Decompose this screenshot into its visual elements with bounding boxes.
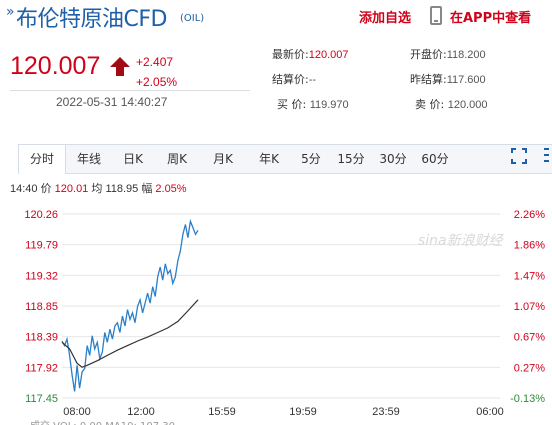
x-tick-label: 15:59 bbox=[208, 406, 236, 418]
crosshair-info: 14:40 价 120.01 均 118.95 幅 2.05% bbox=[10, 180, 187, 196]
y-right-tick-label: 1.47% bbox=[514, 270, 545, 282]
intraday-chart[interactable]: sina新浪财经 120.26119.79119.32118.85118.391… bbox=[0, 200, 552, 425]
phone-icon bbox=[430, 6, 442, 25]
x-tick-label: 06:00 bbox=[476, 406, 504, 418]
settle-price-value: -- bbox=[308, 74, 317, 86]
tab-daily-k[interactable]: 日K bbox=[123, 152, 143, 166]
y-axis-right: 2.26% 1.86% 1.47% 1.07% 0.67% 0.27% -0.13% bbox=[510, 209, 545, 405]
up-arrow-icon bbox=[110, 57, 130, 76]
add-favorite-button[interactable]: 添加自选 bbox=[359, 11, 412, 26]
info-avg-label: 均 bbox=[91, 183, 103, 195]
info-amp-label: 幅 bbox=[141, 183, 153, 195]
info-amp: 2.05% bbox=[155, 183, 187, 195]
x-tick-label: 23:59 bbox=[372, 406, 400, 418]
y-right-tick-label: 0.27% bbox=[514, 362, 545, 374]
y-tick-label: 120.26 bbox=[24, 209, 58, 221]
tab-60min[interactable]: 60分 bbox=[421, 152, 449, 166]
info-price: 120.01 bbox=[54, 183, 89, 195]
prev-settle-value: 117.600 bbox=[446, 74, 486, 86]
y-right-tick-label: 2.26% bbox=[514, 209, 545, 221]
ask-price-value: 120.000 bbox=[447, 99, 488, 111]
tab-yearly-k[interactable]: 年K bbox=[259, 152, 279, 166]
latest-price-value: 120.007 bbox=[308, 49, 349, 61]
bid-price-stat: 买 价: 119.970 bbox=[277, 96, 349, 112]
tab-intraday[interactable]: 分时 bbox=[18, 145, 66, 174]
x-tick-label: 12:00 bbox=[127, 406, 155, 418]
chart-grid bbox=[62, 213, 500, 399]
price-line bbox=[61, 218, 199, 392]
more-icon[interactable] bbox=[542, 146, 552, 164]
info-avg: 118.95 bbox=[105, 183, 139, 195]
open-in-app-link[interactable]: 在APP中查看 bbox=[450, 11, 532, 26]
y-right-tick-label: 0.67% bbox=[514, 332, 545, 344]
title-mark: » bbox=[6, 4, 15, 20]
info-time: 14:40 bbox=[10, 183, 38, 195]
tab-year-line[interactable]: 年线 bbox=[76, 152, 101, 166]
tab-15min[interactable]: 15分 bbox=[337, 152, 365, 166]
prev-settle-label: 昨结算: bbox=[410, 73, 447, 86]
ask-price-stat: 卖 价: 120.000 bbox=[415, 96, 487, 112]
y-tick-label: 119.32 bbox=[25, 270, 58, 282]
change-value: +2.407 bbox=[136, 55, 174, 69]
latest-price-label: 最新价: bbox=[272, 48, 309, 61]
open-price-label: 开盘价: bbox=[410, 48, 447, 61]
x-axis: 08:00 12:00 15:59 19:59 23:59 06:00 bbox=[63, 406, 504, 418]
y-tick-label: 118.39 bbox=[25, 332, 58, 344]
tab-30min[interactable]: 30分 bbox=[379, 152, 407, 166]
series-layer bbox=[61, 218, 199, 392]
divider bbox=[10, 90, 250, 91]
average-line bbox=[61, 299, 199, 368]
tab-5min[interactable]: 5分 bbox=[301, 152, 321, 166]
y-right-tick-label: 1.86% bbox=[514, 240, 545, 252]
y-tick-label: 119.79 bbox=[25, 240, 58, 252]
x-tick-label: 19:59 bbox=[289, 406, 317, 418]
y-right-tick-label: -0.13% bbox=[510, 393, 545, 405]
tab-monthly-k[interactable]: 月K bbox=[213, 152, 233, 166]
open-price-stat: 开盘价:118.200 bbox=[410, 46, 486, 62]
fullscreen-icon[interactable] bbox=[511, 148, 527, 164]
prev-settle-stat: 昨结算:117.600 bbox=[410, 71, 486, 87]
y-right-tick-label: 1.07% bbox=[514, 301, 545, 313]
open-price-value: 118.200 bbox=[446, 49, 486, 61]
y-tick-label: 117.45 bbox=[25, 393, 58, 405]
y-tick-label: 117.92 bbox=[25, 362, 58, 374]
sina-watermark: sina新浪财经 bbox=[418, 233, 505, 249]
y-axis-left: 120.26 119.79 119.32 118.85 118.39 117.92 117.… bbox=[24, 209, 58, 405]
price-change: +2.407 +2.05% bbox=[136, 52, 177, 92]
settle-price-label: 结算价: bbox=[272, 73, 309, 86]
info-price-label: 价 bbox=[40, 183, 52, 195]
last-price: 120.007 bbox=[10, 52, 101, 80]
settle-price-stat: 结算价:-- bbox=[272, 71, 316, 87]
ask-price-label: 卖 价: bbox=[415, 98, 445, 111]
instrument-code: (OIL) bbox=[180, 13, 205, 24]
change-percent: +2.05% bbox=[136, 75, 178, 89]
volume-legend: 成交 VOL: 0.00 MA10: 107.30 bbox=[30, 417, 175, 425]
tab-weekly-k[interactable]: 周K bbox=[167, 152, 187, 166]
x-tick-label: 08:00 bbox=[63, 406, 91, 418]
latest-price-stat: 最新价:120.007 bbox=[272, 46, 348, 62]
bid-price-value: 119.970 bbox=[309, 99, 349, 111]
quote-datetime: 2022-05-31 14:40:27 bbox=[56, 95, 168, 109]
period-tabs: 分时 年线 日K 周K 月K 年K 5分 15分 30分 60分 bbox=[18, 144, 552, 174]
instrument-title: 布伦特原油CFD bbox=[16, 7, 167, 32]
bid-price-label: 买 价: bbox=[277, 98, 307, 111]
y-tick-label: 118.85 bbox=[25, 301, 58, 313]
header: » 布伦特原油CFD (OIL) 添加自选 在APP中查看 bbox=[0, 0, 552, 34]
